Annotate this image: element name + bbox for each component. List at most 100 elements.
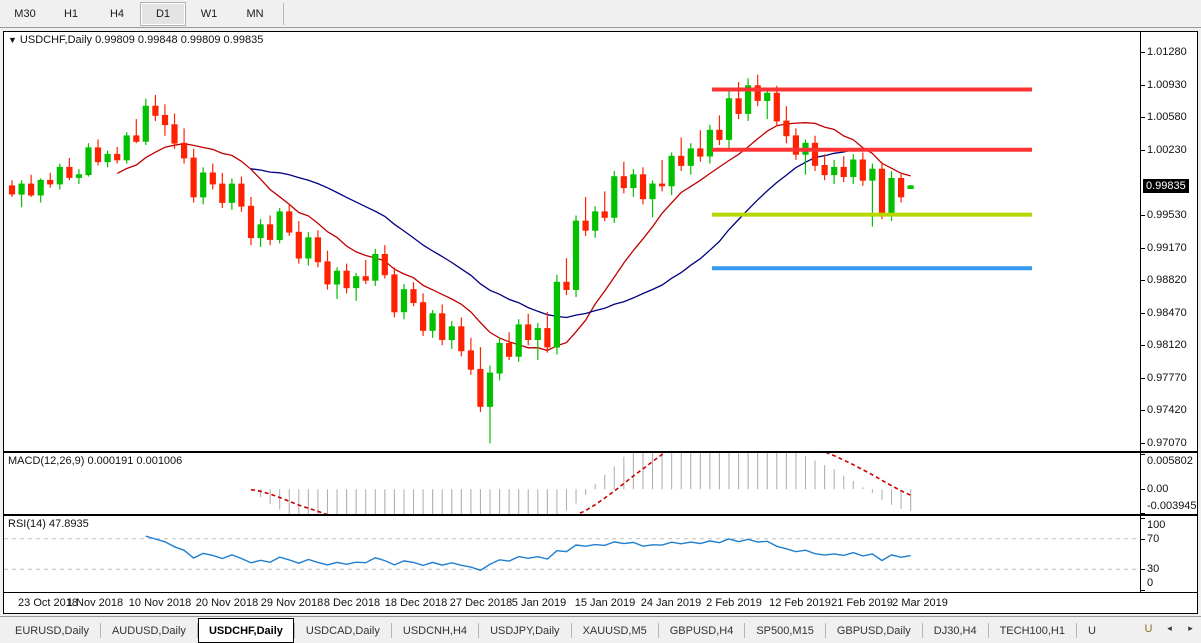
rsi-axis-label: 100 <box>1147 519 1166 531</box>
candlestick <box>257 219 264 247</box>
rsi-axis-label: 70 <box>1147 532 1160 545</box>
timeframe-button-m30[interactable]: M30 <box>14 8 36 20</box>
price-axis-label: 0.97420 <box>1147 404 1187 417</box>
candlestick <box>429 310 436 338</box>
price-tick <box>1141 280 1145 282</box>
candlestick <box>27 174 35 197</box>
rsi-axis-label: 0 <box>1147 577 1154 589</box>
price-axis-label: 0.98470 <box>1147 306 1187 319</box>
candlestick <box>381 245 388 279</box>
candlestick <box>238 176 245 212</box>
candlestick <box>391 267 398 318</box>
timeframe-button-d1[interactable]: D1 <box>140 2 186 26</box>
candlestick <box>85 143 92 177</box>
price-axis-label: 0.97070 <box>1147 436 1187 449</box>
chart-tab-usdcad-daily[interactable]: USDCAD,Daily <box>305 624 380 637</box>
candlestick <box>773 85 780 127</box>
rsi-plot-area[interactable]: RSI(14) 47.8935 <box>4 516 1140 592</box>
date-axis-label: 2 Feb 2019 <box>706 597 762 609</box>
candlestick <box>18 180 25 208</box>
rsi-tick <box>1141 569 1145 571</box>
chart-tab-eurusd-daily[interactable]: EURUSD,Daily <box>15 624 89 637</box>
candlestick <box>878 161 886 220</box>
timeframe-button-mn[interactable]: MN <box>246 8 264 20</box>
candlestick <box>467 337 475 375</box>
rsi-tick <box>1141 538 1145 540</box>
date-axis[interactable]: 23 Oct 2018 1 Nov 2018 10 Nov 2018 20 Nov 2… <box>4 592 1197 613</box>
candlestick <box>333 267 341 299</box>
scroll-left-icon[interactable]: ◂ <box>1167 623 1172 633</box>
price-tick <box>1141 52 1145 54</box>
candlestick <box>276 208 283 244</box>
candlestick <box>180 128 188 164</box>
candlestick <box>716 115 723 146</box>
price-pane[interactable]: ▼ USDCHF,Daily 0.99809 0.99848 0.99809 0.… <box>4 32 1197 451</box>
candlestick <box>639 167 647 205</box>
candlestick <box>458 317 465 357</box>
price-axis-label: 1.01280 <box>1147 46 1187 59</box>
macd-plot-area[interactable]: MACD(12,26,9) 0.000191 0.001006 <box>4 453 1140 514</box>
price-plot-area[interactable]: ▼ USDCHF,Daily 0.99809 0.99848 0.99809 0.… <box>4 32 1140 451</box>
candlestick <box>477 347 484 412</box>
timeframe-button-group: M30 H1 H4 D1 W1 MN <box>2 2 289 26</box>
candlestick <box>869 163 876 227</box>
candlestick-svg <box>8 74 1032 444</box>
candlestick <box>448 321 455 349</box>
tab-separator <box>99 623 101 638</box>
chart-tab-xauusd-m5[interactable]: XAUUSD,M5 <box>582 624 647 637</box>
date-axis-label: 24 Jan 2019 <box>640 597 702 609</box>
chart-tab-usdjpy-daily[interactable]: USDJPY,Daily <box>490 624 560 637</box>
chart-frame[interactable]: ▼ USDCHF,Daily 0.99809 0.99848 0.99809 0.… <box>3 31 1198 614</box>
rsi-tick <box>1141 518 1145 519</box>
timeframe-button-h4[interactable]: H4 <box>109 8 125 20</box>
chart-tab-dj30-h4[interactable]: DJ30,H4 <box>933 624 977 637</box>
chart-tab-usdcnh-h4[interactable]: USDCNH,H4 <box>402 624 468 637</box>
chart-tab-usdchf-daily[interactable]: USDCHF,Daily <box>197 618 294 643</box>
candlestick <box>200 167 207 205</box>
candlestick <box>266 215 274 246</box>
price-axis-label: 1.00580 <box>1147 111 1187 124</box>
date-axis-label: 15 Jan 2019 <box>574 597 636 609</box>
candlestick <box>410 282 417 307</box>
price-axis[interactable]: 1.01280 1.00930 1.00580 1.00230 0.99530 0.991… <box>1140 32 1197 451</box>
ma-slow-line <box>250 148 911 319</box>
candlestick <box>362 259 369 285</box>
candlestick <box>515 319 522 362</box>
chart-tab-gbpusd-h4[interactable]: GBPUSD,H4 <box>669 624 734 637</box>
chart-tab-sp500-m15[interactable]: SP500,M15 <box>756 624 814 637</box>
chart-tab-u[interactable]: U <box>1088 624 1096 637</box>
macd-axis-label: 0.00 <box>1147 483 1169 496</box>
tab-scroll-buttons: U ◂ ▸ <box>1142 620 1197 637</box>
price-tick <box>1141 84 1145 86</box>
collapse-arrow-icon[interactable]: ▼ <box>8 35 17 45</box>
macd-pane[interactable]: MACD(12,26,9) 0.000191 0.001006 0.005802… <box>4 451 1197 514</box>
candlestick <box>534 322 541 361</box>
symbol-info-label: ▼ USDCHF,Daily 0.99809 0.99848 0.99809 0.… <box>8 34 264 46</box>
chart-tab-audusd-daily[interactable]: AUDUSD,Daily <box>111 624 186 637</box>
candlestick <box>66 158 73 181</box>
candlestick <box>678 137 685 171</box>
timeframe-button-h1[interactable]: H1 <box>63 8 79 20</box>
tab-separator <box>570 623 572 638</box>
rsi-label: RSI(14) 47.8935 <box>8 518 89 530</box>
candlestick <box>104 150 111 168</box>
candlestick <box>544 311 551 353</box>
candlestick <box>611 171 618 223</box>
scroll-right-icon[interactable]: ▸ <box>1188 623 1193 633</box>
tab-separator <box>921 623 923 638</box>
rsi-pane[interactable]: RSI(14) 47.8935 100 70 30 0 <box>4 514 1197 592</box>
candlestick <box>668 152 675 196</box>
macd-axis-label: -0.003945 <box>1147 500 1197 512</box>
chart-tab-tech100-h1[interactable]: TECH100,H1 <box>999 624 1065 637</box>
chart-tab-gbpusd-daily[interactable]: GBPUSD,Daily <box>836 624 911 637</box>
candlestick <box>286 204 293 236</box>
macd-svg <box>250 453 912 514</box>
candlestick <box>142 98 149 146</box>
candlestick <box>745 78 752 121</box>
date-axis-label: 12 Feb 2019 <box>769 597 831 609</box>
timeframe-button-w1[interactable]: W1 <box>200 8 218 20</box>
rsi-tick <box>1141 590 1145 591</box>
tab-partial-u-label[interactable]: U <box>1144 622 1153 635</box>
date-axis-label: 2 Mar 2019 <box>892 597 948 609</box>
